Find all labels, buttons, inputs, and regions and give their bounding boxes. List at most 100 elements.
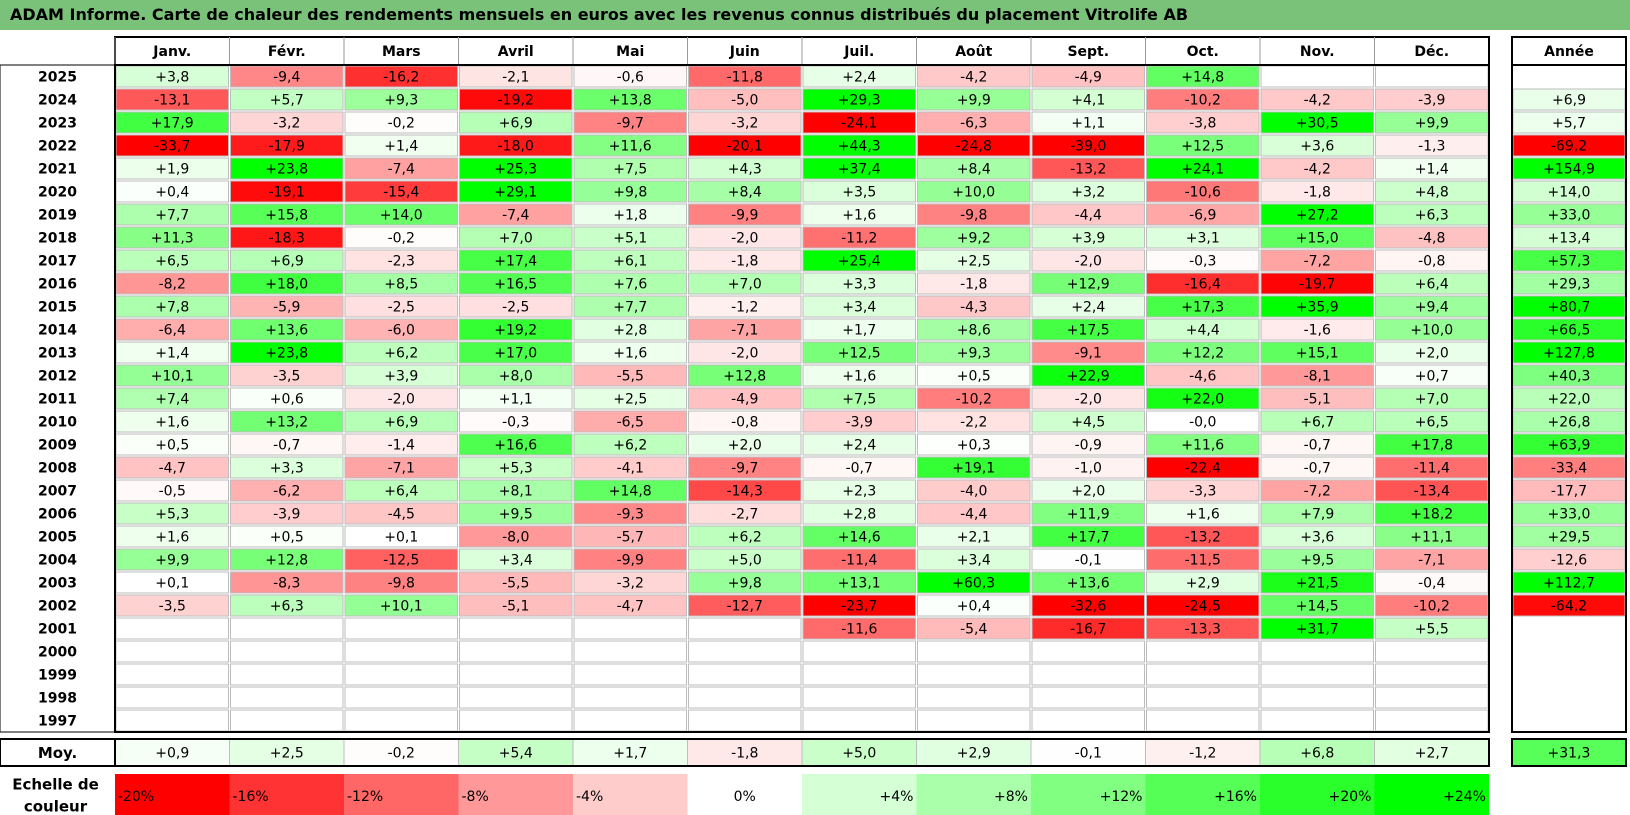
heatmap-cell — [917, 272, 1031, 295]
cell-value: +1,6 — [1186, 507, 1220, 523]
heatmap-cell — [917, 479, 1031, 502]
heatmap-cell — [573, 479, 687, 502]
heatmap-cell — [344, 364, 458, 387]
cell-value: +17,8 — [1410, 438, 1453, 454]
cell-value: +12,8 — [723, 369, 766, 385]
cell-value: +11,3 — [151, 231, 194, 247]
cell-value: -2,7 — [731, 507, 758, 523]
heatmap-cell — [459, 249, 573, 272]
heatmap-cell — [802, 364, 916, 387]
scale-step-label: +8% — [994, 789, 1028, 805]
heatmap-cell — [802, 433, 916, 456]
heatmap-cell — [917, 203, 1031, 226]
heatmap-cell — [917, 709, 1031, 732]
annual-value: -12,6 — [1551, 553, 1587, 569]
cell-value: -1,8 — [960, 277, 987, 293]
cell-value: +4,4 — [1186, 323, 1220, 339]
cell-value: +8,5 — [384, 277, 418, 293]
cell-value: -1,6 — [1304, 323, 1331, 339]
cell-value: -0,6 — [617, 70, 644, 86]
heatmap-cell — [1146, 203, 1260, 226]
heatmap-cell — [1031, 157, 1145, 180]
heatmap-cell — [573, 640, 687, 663]
cell-value: +19,2 — [494, 323, 537, 339]
heatmap-cell — [917, 617, 1031, 640]
cell-value: +6,9 — [499, 116, 533, 132]
heatmap-cell — [459, 571, 573, 594]
cell-value: -11,6 — [841, 622, 877, 638]
cell-value: -13,2 — [1185, 530, 1221, 546]
heatmap-cell — [1260, 249, 1374, 272]
heatmap-cell — [573, 571, 687, 594]
heatmap-cell — [688, 180, 802, 203]
heatmap-cell — [1031, 709, 1145, 732]
heatmap-cell — [1146, 456, 1260, 479]
annual-value: +6,9 — [1552, 93, 1586, 109]
annual-value: -69,2 — [1551, 139, 1587, 155]
cell-value: -10,2 — [1414, 599, 1450, 615]
heatmap-cell — [344, 548, 458, 571]
cell-value: -5,1 — [1304, 392, 1331, 408]
cell-value: +8,1 — [499, 484, 533, 500]
heatmap-cell — [459, 709, 573, 732]
heatmap-cell — [1260, 157, 1374, 180]
heatmap-cell — [688, 594, 802, 617]
heatmap-cell — [344, 88, 458, 111]
cell-value: -1,0 — [1075, 461, 1102, 477]
cell-value: -12,5 — [383, 553, 419, 569]
cell-value: -6,2 — [273, 484, 300, 500]
cell-value: -23,7 — [841, 599, 877, 615]
cell-value: +1,6 — [155, 530, 189, 546]
cell-value: -9,4 — [273, 70, 300, 86]
cell-value: +17,5 — [1067, 323, 1110, 339]
cell-value: -9,8 — [388, 576, 415, 592]
cell-value: +3,4 — [499, 553, 533, 569]
cell-value: +2,8 — [842, 507, 876, 523]
heatmap-cell — [573, 410, 687, 433]
cell-value: +14,0 — [380, 208, 423, 224]
cell-value: +13,1 — [838, 576, 881, 592]
cell-value: -0,3 — [502, 415, 529, 431]
cell-value: -1,2 — [731, 300, 758, 316]
heatmap-cell — [459, 479, 573, 502]
heatmap-cell — [459, 640, 573, 663]
heatmap-cell — [1260, 111, 1374, 134]
cell-value: +12,5 — [1181, 139, 1224, 155]
heatmap-cell — [1031, 502, 1145, 525]
heatmap-cell — [688, 226, 802, 249]
heatmap-cell — [1260, 709, 1374, 732]
year-label: 2002 — [38, 599, 77, 615]
cell-value: +22,9 — [1067, 369, 1110, 385]
cell-value: -18,0 — [498, 139, 534, 155]
year-label: 2016 — [38, 277, 77, 293]
heatmap-cell — [344, 295, 458, 318]
heatmap-cell — [917, 295, 1031, 318]
heatmap-cell — [1260, 65, 1374, 88]
cell-value: +9,5 — [1300, 553, 1334, 569]
heatmap-cell — [688, 663, 802, 686]
annual-value: +63,9 — [1548, 438, 1591, 454]
heatmap-cell — [344, 640, 458, 663]
cell-value: +5,1 — [613, 231, 647, 247]
scale-swatch — [458, 774, 573, 815]
heatmap-cell — [344, 272, 458, 295]
year-label: 1998 — [38, 691, 77, 707]
cell-value: +27,2 — [1296, 208, 1339, 224]
heatmap-cell — [688, 617, 802, 640]
cell-value: +1,8 — [613, 208, 647, 224]
heatmap-cell — [573, 180, 687, 203]
heatmap-cell — [573, 318, 687, 341]
heatmap-cell — [1146, 410, 1260, 433]
heatmap-cell — [1375, 640, 1489, 663]
cell-value: -0,7 — [846, 461, 873, 477]
cell-value: -8,0 — [502, 530, 529, 546]
year-label: 2020 — [38, 185, 77, 201]
heatmap-cell — [1031, 364, 1145, 387]
cell-value: +2,0 — [1415, 346, 1449, 362]
cell-value: +6,7 — [1300, 415, 1334, 431]
cell-value: -22,4 — [1185, 461, 1221, 477]
heatmap-cell — [459, 226, 573, 249]
annual-value: +154,9 — [1543, 162, 1595, 178]
heatmap-cell — [917, 525, 1031, 548]
heatmap-cell — [802, 479, 916, 502]
